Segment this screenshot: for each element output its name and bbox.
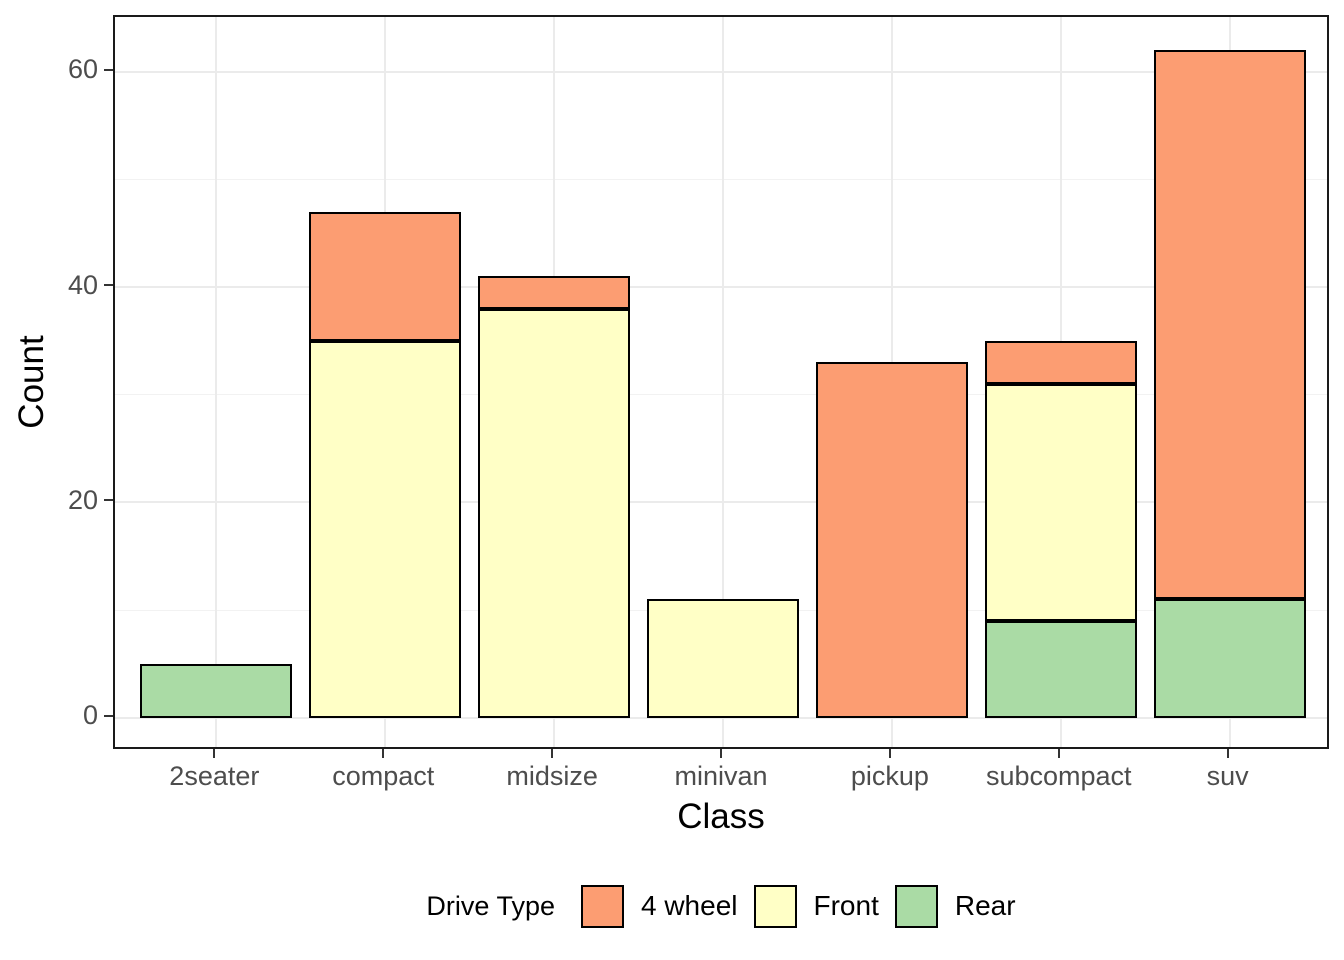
- x-tick-label-suv: suv: [1206, 761, 1249, 791]
- legend-label-Front: Front: [813, 890, 879, 921]
- x-tick-minivan: [720, 749, 722, 758]
- x-tick-suv: [1226, 749, 1229, 758]
- gridline-major-y20: [115, 501, 1327, 504]
- y-tick-60: [104, 68, 113, 71]
- x-tick-pickup: [888, 749, 891, 758]
- y-axis-title: Count: [12, 335, 51, 429]
- bar-2seater-Rear: [140, 663, 293, 718]
- bar-midsize-Front: [478, 308, 631, 718]
- plot-panel: [113, 15, 1329, 749]
- legend-swatch-Rear: [894, 884, 938, 928]
- x-tick-label-2seater: 2seater: [169, 761, 260, 791]
- x-tick-label-subcompact: subcompact: [985, 761, 1132, 791]
- y-tick-0: [104, 714, 113, 717]
- gridline-major-y60: [115, 70, 1327, 73]
- gridline-major-x-minivan: [722, 17, 724, 747]
- legend-item-Rear: Rear: [894, 884, 1016, 928]
- bar-pickup-4-wheel: [815, 362, 968, 718]
- legend-swatch-4-wheel: [580, 884, 624, 928]
- x-tick-2seater: [213, 749, 216, 758]
- bar-subcompact-Rear: [984, 620, 1137, 718]
- y-tick-label-20: 20: [67, 484, 98, 515]
- bar-suv-Rear: [1153, 599, 1306, 718]
- legend-label-Rear: Rear: [954, 890, 1016, 921]
- x-tick-label-minivan: minivan: [674, 761, 768, 791]
- legend: Drive Type 4 wheel Front Rear: [113, 883, 1329, 929]
- x-tick-label-compact: compact: [332, 761, 435, 791]
- bar-subcompact-4-wheel: [984, 340, 1137, 384]
- bar-subcompact-Front: [984, 384, 1137, 621]
- legend-item-Front: Front: [753, 884, 879, 928]
- bar-suv-4-wheel: [1153, 50, 1306, 600]
- y-tick-label-0: 0: [82, 700, 98, 731]
- y-tick-20: [104, 499, 113, 502]
- gridline-major-y0: [115, 716, 1327, 719]
- legend-swatch-Front: [753, 884, 797, 928]
- legend-label-4-wheel: 4 wheel: [640, 890, 738, 921]
- legend-title: Drive Type: [426, 890, 555, 921]
- legend-item-4-wheel: 4 wheel: [580, 884, 738, 928]
- x-axis-title: Class: [677, 797, 765, 836]
- x-tick-subcompact: [1057, 749, 1060, 758]
- x-tick-compact: [382, 749, 385, 758]
- x-tick-label-midsize: midsize: [506, 761, 598, 791]
- bar-minivan-Front: [647, 599, 799, 718]
- x-tick-midsize: [551, 749, 554, 758]
- bar-midsize-4-wheel: [478, 276, 631, 309]
- bar-compact-4-wheel: [309, 211, 462, 341]
- legend-items: 4 wheel Front Rear: [580, 884, 1016, 928]
- gridline-major-x-2seater: [215, 17, 218, 747]
- gridline-major-y40: [115, 286, 1327, 289]
- y-tick-label-60: 60: [67, 54, 98, 85]
- bar-compact-Front: [309, 340, 462, 718]
- gridline-minor-y50: [115, 179, 1327, 180]
- y-tick-40: [104, 284, 113, 287]
- x-tick-label-pickup: pickup: [850, 761, 929, 791]
- y-tick-label-40: 40: [67, 269, 98, 300]
- gridline-minor-y30: [115, 394, 1327, 396]
